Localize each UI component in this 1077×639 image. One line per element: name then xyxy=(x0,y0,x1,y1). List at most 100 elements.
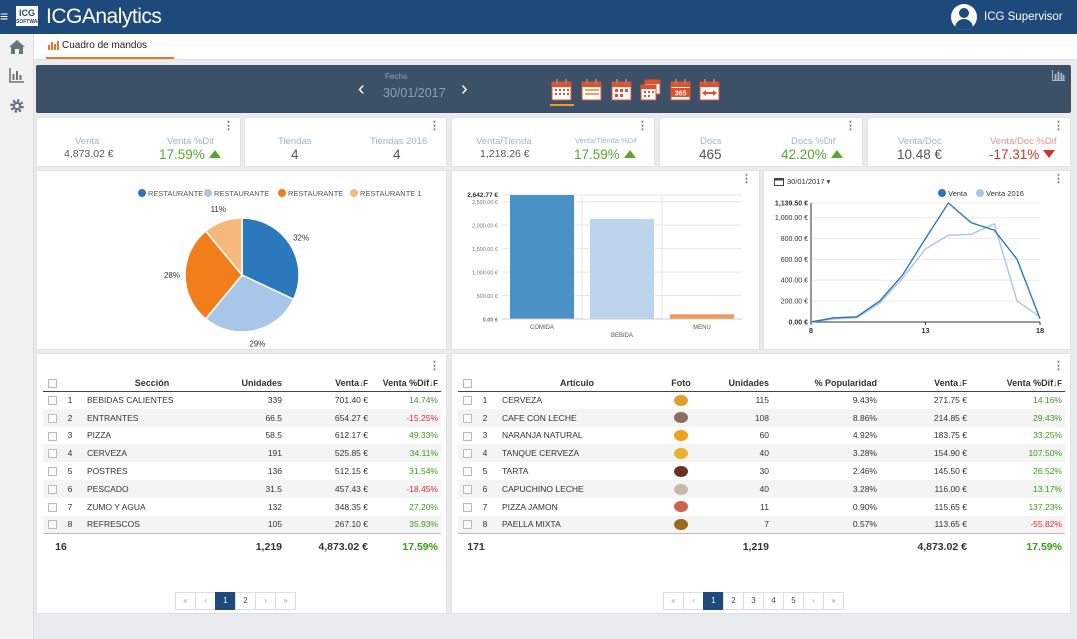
kpi-value: 1,218.26 € xyxy=(480,148,530,160)
table-row[interactable]: 8 REFRESCOS 105 267.10 €35.93% xyxy=(43,515,441,534)
col-popularity[interactable]: % Popularidad xyxy=(772,375,880,392)
calendar-month-icon[interactable] xyxy=(611,79,632,101)
kebab-menu-icon[interactable]: ⋮ xyxy=(1053,173,1064,185)
table-row[interactable]: 8 PAELLA MIXTA 7 0.57% 113.65 € -55.82% xyxy=(458,515,1065,534)
tab-cuadro-de-mandos[interactable]: Cuadro de mandos xyxy=(46,34,174,59)
date-value[interactable]: 30/01/2017 xyxy=(383,86,446,100)
kebab-menu-icon[interactable]: ⋮ xyxy=(741,173,752,185)
row-checkbox[interactable] xyxy=(458,479,476,498)
page-nav-button[interactable]: ‹ xyxy=(683,592,704,610)
table-row[interactable]: 4 CERVEZA 191 525.85 €34.11% xyxy=(43,444,441,463)
calendar-year-icon[interactable]: 365 xyxy=(670,79,691,101)
row-checkbox[interactable] xyxy=(43,479,61,498)
row-checkbox[interactable] xyxy=(458,515,476,534)
table-row[interactable]: 6 CAPUCHINO LECHE 40 3.28% 116.00 €13.17% xyxy=(458,479,1065,498)
page-nav-button[interactable]: » xyxy=(275,592,296,610)
col-article[interactable]: Artículo xyxy=(494,375,660,392)
date-filter[interactable]: 30/01/2017 ▾ xyxy=(787,177,831,186)
row-checkbox[interactable] xyxy=(43,498,61,516)
page-button[interactable]: 1 xyxy=(703,592,724,610)
chart-icon[interactable] xyxy=(8,66,26,84)
select-all-checkbox[interactable] xyxy=(43,375,61,392)
menu-icon[interactable]: ≡ xyxy=(0,8,9,24)
kebab-menu-icon[interactable]: ⋮ xyxy=(1053,120,1064,132)
page-nav-button[interactable]: ‹ xyxy=(195,592,216,610)
table-row[interactable]: 6 PESCADO 31.5 457.43 € -18.45% xyxy=(43,479,441,498)
calendar-week-icon[interactable] xyxy=(581,79,602,101)
page-button[interactable]: 5 xyxy=(783,592,804,610)
row-checkbox[interactable] xyxy=(458,408,476,427)
calendar-range-icon[interactable] xyxy=(640,79,661,101)
row-checkbox[interactable] xyxy=(458,498,476,516)
table-row[interactable]: 2 ENTRANTES 66.5 654.27 € -15.25% xyxy=(43,408,441,427)
table-row[interactable]: 1 CERVEZA 115 9.43% 271.75 € 14.16% xyxy=(458,391,1065,409)
row-checkbox[interactable] xyxy=(458,462,476,480)
col-photo[interactable]: Foto xyxy=(660,375,702,392)
row-checkbox[interactable] xyxy=(458,391,476,409)
col-section[interactable]: Sección xyxy=(79,375,225,392)
table-row[interactable]: 2 CAFE CON LECHE 108 8.86% 214.85 €29.43% xyxy=(458,408,1065,427)
table-row[interactable]: 4 TANQUE CERVEZA 40 3.28% 154.90 €107.50% xyxy=(458,444,1065,463)
row-checkbox[interactable] xyxy=(43,462,61,480)
kebab-menu-icon[interactable]: ⋮ xyxy=(429,120,440,132)
kebab-menu-icon[interactable]: ⋮ xyxy=(845,120,856,132)
calendar-compare-icon[interactable] xyxy=(699,79,720,101)
table-row[interactable]: 7 PIZZA JAMON 11 0.90% 115.65 € 137.23% xyxy=(458,498,1065,516)
page-button[interactable]: 4 xyxy=(763,592,784,610)
row-dif: -55.82% xyxy=(970,515,1065,534)
table-row[interactable]: 5 TARTA 30 2.46% 145.50 € 26.52% xyxy=(458,462,1065,480)
table-row[interactable]: 3 PIZZA 58.5 612.17 € 49.33% xyxy=(43,427,441,445)
sort-icon[interactable]: ↓F xyxy=(958,378,967,388)
gear-icon[interactable] xyxy=(8,97,26,115)
chevron-left-icon[interactable]: ‹ xyxy=(358,78,365,100)
kebab-menu-icon[interactable]: ⋮ xyxy=(429,360,440,372)
col-dif[interactable]: Venta %Dif↓F xyxy=(371,375,441,392)
page-nav-button[interactable]: » xyxy=(823,592,844,610)
kpi-value: 4 xyxy=(291,147,299,162)
sort-icon[interactable]: ↓F xyxy=(1053,378,1062,388)
kebab-menu-icon[interactable]: ⋮ xyxy=(637,120,648,132)
kebab-menu-icon[interactable]: ⋮ xyxy=(1053,360,1064,372)
table-row[interactable]: 5 POSTRES 136 512.15 € 31.54% xyxy=(43,462,441,480)
col-units[interactable]: Unidades xyxy=(225,375,285,392)
row-checkbox[interactable] xyxy=(458,427,476,445)
row-sales: 115.65 € xyxy=(934,501,967,512)
table-row[interactable]: 3 NARANJA NATURAL 60 4.92% 183.75 € 33.25% xyxy=(458,427,1065,445)
row-checkbox[interactable] xyxy=(43,408,61,427)
page-button[interactable]: 2 xyxy=(235,592,256,610)
table-row[interactable]: 1 BEBIDAS CALIENTES 339 701.40 € 14.74% xyxy=(43,391,441,409)
chevron-right-icon[interactable]: › xyxy=(461,78,468,100)
arrow-up-icon xyxy=(830,150,843,158)
row-checkbox[interactable] xyxy=(43,427,61,445)
page-button[interactable]: 3 xyxy=(743,592,764,610)
page-nav-button[interactable]: › xyxy=(803,592,824,610)
x-tick-label: 13 xyxy=(921,326,929,335)
col-sales[interactable]: Venta↓F xyxy=(880,375,970,392)
home-icon[interactable] xyxy=(8,38,26,56)
chart-toggle-icon[interactable] xyxy=(1052,70,1065,81)
sort-icon[interactable]: ↓F xyxy=(429,378,438,388)
page-button[interactable]: 1 xyxy=(215,592,236,610)
app-brand[interactable]: ICGAnalytics xyxy=(46,5,162,28)
page-nav-button[interactable]: › xyxy=(255,592,276,610)
col-dif[interactable]: Venta %Dif↓F xyxy=(970,375,1065,392)
user-avatar-icon[interactable] xyxy=(951,4,977,30)
page-nav-button[interactable]: « xyxy=(663,592,684,610)
col-units[interactable]: Unidades xyxy=(702,375,772,392)
page-nav-button[interactable]: « xyxy=(175,592,196,610)
row-checkbox[interactable] xyxy=(458,444,476,463)
legend-marker xyxy=(976,189,984,197)
select-all-checkbox[interactable] xyxy=(458,375,476,392)
kebab-menu-icon[interactable]: ⋮ xyxy=(223,120,234,132)
row-checkbox[interactable] xyxy=(43,391,61,409)
page-button[interactable]: 2 xyxy=(723,592,744,610)
table-row[interactable]: 7 ZUMO Y AGUA 132 348.35 € 27.20% xyxy=(43,498,441,516)
calendar-day-icon[interactable] xyxy=(551,79,572,101)
calendar-icon[interactable] xyxy=(774,177,784,186)
row-checkbox[interactable] xyxy=(43,444,61,463)
tab-label: Cuadro de mandos xyxy=(62,40,148,51)
user-name[interactable]: ICG Supervisor xyxy=(984,11,1063,23)
col-sales[interactable]: Venta↓F xyxy=(285,375,371,392)
row-checkbox[interactable] xyxy=(43,515,61,534)
sort-icon[interactable]: ↓F xyxy=(359,378,368,388)
